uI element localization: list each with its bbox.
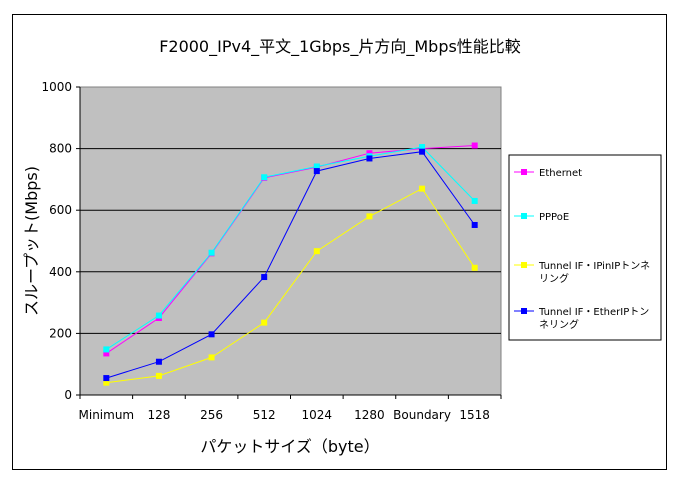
x-tick-label: Minimum (79, 408, 135, 422)
data-point (419, 144, 426, 151)
x-tick-label: 128 (147, 408, 170, 422)
series-lines (106, 145, 476, 384)
legend-swatch-marker (521, 213, 527, 219)
legend-label: リング (539, 272, 569, 285)
series-line (106, 145, 475, 354)
y-tick-label: 1000 (41, 80, 72, 94)
x-axis-ticks: Minimum 128 256 512 1024 1280 Boundary 1518 (79, 395, 502, 422)
legend-label: ネリング (539, 318, 579, 331)
data-point (366, 150, 373, 157)
data-point (103, 379, 110, 386)
x-tick-label: 256 (200, 408, 223, 422)
data-point (103, 350, 110, 357)
y-tick-label: 600 (49, 203, 72, 217)
x-tick-label: 1024 (302, 408, 333, 422)
legend-label: PPPoE (539, 212, 569, 223)
chart-title: F2000_IPv4_平文_1Gbps_片方向_Mbps性能比較 (159, 37, 521, 57)
data-point (313, 248, 320, 255)
plot-area (79, 86, 502, 396)
data-point (155, 358, 162, 365)
legend-label: Tunnel IF・IPinIPトンネ (538, 260, 650, 272)
legend-label: Tunnel IF・EtherIPトン (538, 307, 649, 318)
legend-label: Ethernet (539, 168, 582, 179)
series-line (106, 151, 476, 379)
data-point (471, 197, 478, 204)
y-axis-title: スループット(Mbps) (22, 166, 41, 316)
legend-swatch-marker (521, 169, 527, 175)
series-line (106, 187, 476, 384)
series-points (103, 142, 478, 386)
legend-swatch-marker (521, 308, 527, 314)
data-point (313, 168, 320, 175)
data-point (155, 372, 162, 379)
data-point (313, 163, 320, 170)
data-point (208, 249, 215, 256)
legend-swatch-marker (521, 262, 527, 268)
gridlines (80, 148, 501, 334)
data-point (471, 142, 478, 149)
x-tick-label: 1518 (459, 408, 490, 422)
data-point (471, 264, 478, 271)
data-point (103, 346, 110, 353)
data-point (261, 319, 268, 326)
data-point (208, 331, 215, 338)
data-point (261, 274, 268, 281)
x-tick-label: Boundary (393, 408, 451, 422)
data-point (471, 221, 478, 228)
x-tick-label: 512 (253, 408, 276, 422)
data-point (419, 148, 426, 155)
data-point (103, 375, 110, 382)
data-point (366, 155, 373, 162)
data-point (208, 354, 215, 361)
y-tick-label: 0 (64, 388, 72, 402)
data-point (419, 185, 426, 192)
data-point (366, 213, 373, 220)
data-point (155, 312, 162, 319)
series-line (106, 146, 476, 350)
legend-box (508, 154, 662, 341)
x-tick-label: 1280 (354, 408, 385, 422)
x-axis-title: パケットサイズ（byte） (200, 437, 379, 456)
data-point (261, 174, 268, 181)
y-tick-label: 200 (49, 326, 72, 340)
y-tick-label: 400 (49, 265, 72, 279)
y-tick-label: 800 (49, 142, 72, 156)
